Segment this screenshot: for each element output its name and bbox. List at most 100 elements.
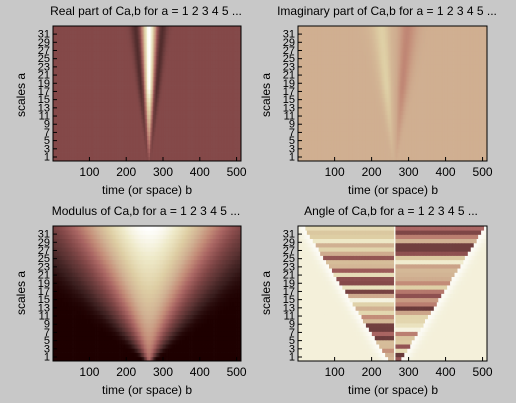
heatmap-cell (430, 135, 433, 141)
heatmap-cell (320, 139, 322, 145)
heatmap-cell (188, 93, 190, 99)
heatmap-cell (152, 127, 155, 132)
heatmap-cell (124, 148, 127, 153)
heatmap-cell (101, 63, 104, 69)
heatmap-cell (148, 144, 151, 149)
heatmap-cell (236, 118, 239, 124)
heatmap-cell (220, 63, 223, 69)
heatmap-cell (157, 156, 160, 162)
heatmap-cell (223, 34, 226, 40)
heatmap-cell (179, 38, 182, 44)
heatmap-cell (204, 139, 207, 145)
heatmap-cell (122, 123, 124, 128)
heatmap-cell (100, 34, 102, 40)
heatmap-cell (147, 148, 149, 153)
heatmap-cell (110, 139, 113, 145)
heatmap-cell (204, 72, 207, 77)
heatmap-cell (230, 148, 233, 153)
heatmap-cell (61, 110, 64, 115)
heatmap-cell (147, 114, 149, 120)
heatmap-cell (195, 68, 198, 73)
heatmap-cell (424, 148, 427, 153)
heatmap-cell (126, 30, 129, 35)
heatmap-cell (238, 55, 240, 61)
heatmap-cell (340, 144, 343, 149)
heatmap-cell (306, 131, 309, 137)
heatmap-cell (80, 139, 83, 145)
heatmap-cell (223, 139, 226, 145)
heatmap-cell (355, 135, 358, 141)
heatmap-cell (155, 110, 158, 115)
heatmap-cell (108, 152, 111, 158)
heatmap-cell (205, 101, 208, 107)
heatmap-cell (391, 156, 393, 162)
heatmap-cell (192, 148, 195, 153)
heatmap-cell (210, 101, 212, 107)
heatmap-cell (392, 131, 395, 137)
heatmap-cell (101, 144, 104, 149)
heatmap-cell (142, 101, 145, 107)
heatmap-cell (179, 80, 182, 86)
heatmap-cell (100, 63, 102, 69)
heatmap-cell (138, 114, 141, 120)
heatmap-cell (60, 139, 63, 145)
heatmap-cell (127, 152, 130, 158)
heatmap-cell (458, 152, 461, 158)
heatmap-cell (152, 106, 155, 111)
heatmap-cell (130, 30, 133, 35)
heatmap-cell (67, 106, 70, 111)
heatmap-cell (177, 63, 180, 69)
heatmap-cell (171, 34, 174, 40)
heatmap-cell (189, 80, 192, 86)
heatmap-cell (67, 127, 70, 132)
heatmap-cell (199, 72, 202, 77)
heatmap-cell (163, 89, 165, 94)
heatmap-cell (179, 156, 182, 162)
heatmap-cell (170, 80, 173, 86)
heatmap-cell (221, 139, 224, 145)
heatmap-cell (204, 131, 207, 137)
heatmap-cell (169, 76, 171, 82)
heatmap-cell (130, 85, 133, 90)
heatmap-cell (101, 93, 104, 99)
heatmap-cell (157, 68, 160, 73)
heatmap-cell (129, 127, 132, 132)
heatmap-cell (416, 131, 418, 137)
heatmap-cell (117, 152, 120, 158)
heatmap-cell (210, 72, 212, 77)
heatmap-cell (205, 42, 208, 48)
heatmap-cell (160, 47, 163, 52)
heatmap-cell (57, 135, 60, 141)
heatmap-cell (218, 80, 221, 86)
heatmap-cell (233, 51, 236, 56)
heatmap-cell (211, 93, 214, 99)
heatmap-cell (171, 89, 174, 94)
heatmap-cell (299, 152, 302, 158)
heatmap-cell (144, 101, 146, 107)
heatmap-cell (138, 38, 141, 44)
heatmap-cell (185, 85, 188, 90)
heatmap-cell (202, 101, 205, 107)
heatmap-cell (171, 139, 174, 145)
heatmap-cell (167, 152, 170, 158)
heatmap-cell (67, 144, 70, 149)
heatmap-cell (69, 63, 71, 69)
heatmap-cell (75, 156, 77, 162)
heatmap-cell (101, 127, 104, 132)
heatmap-cell (204, 101, 207, 107)
heatmap-cell (167, 85, 170, 90)
heatmap-cell (142, 42, 145, 48)
heatmap-cell (69, 76, 71, 82)
heatmap-cell (58, 93, 61, 99)
heatmap-cell (53, 114, 55, 120)
heatmap-cell (102, 123, 105, 128)
heatmap-cell (148, 76, 151, 82)
heatmap-cell (239, 55, 242, 61)
heatmap-cell (148, 55, 151, 61)
heatmap-cell (107, 55, 110, 61)
heatmap-cell (95, 55, 98, 61)
heatmap-cell (64, 72, 67, 77)
heatmap-cell (155, 59, 158, 65)
heatmap-cell (149, 59, 152, 65)
heatmap-cell (221, 110, 224, 115)
